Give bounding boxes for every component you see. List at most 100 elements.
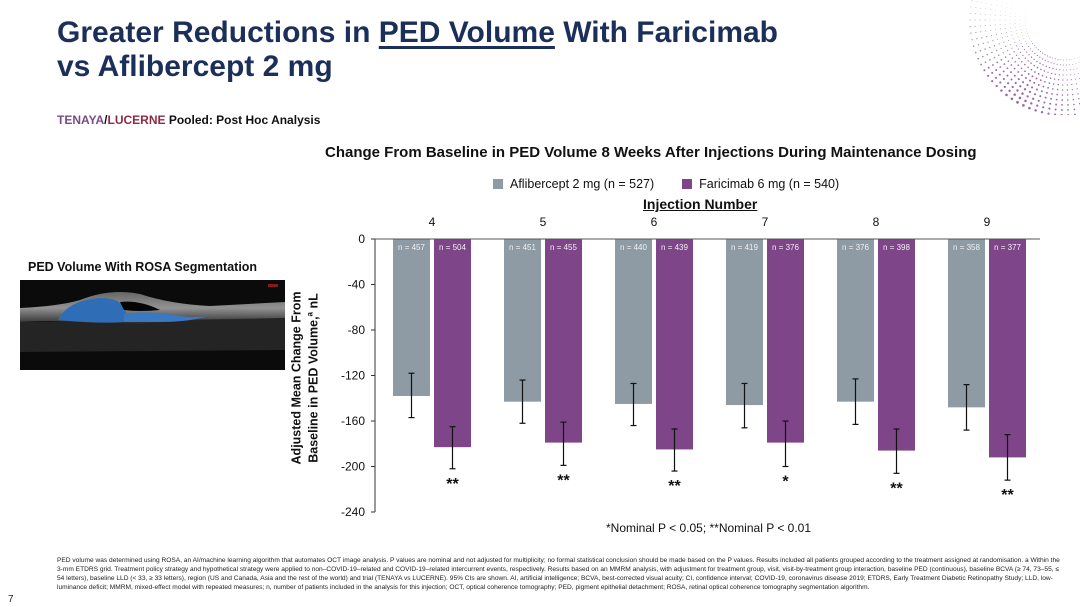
decorative-dot-ring-logo (969, 0, 1080, 115)
decorative-dot (981, 37, 983, 39)
decorative-dot (986, 53, 989, 56)
decorative-dot (1006, 74, 1009, 77)
decorative-dot (1066, 64, 1068, 66)
decorative-dot (1000, 33, 1002, 34)
decorative-dot (1033, 45, 1035, 47)
decorative-dot (1031, 86, 1034, 89)
decorative-dot (1016, 33, 1018, 35)
decorative-dot (1011, 47, 1013, 49)
slide-subtitle: TENAYA/LUCERNE Pooled: Post Hoc Analysis (57, 113, 320, 127)
decorative-dot (1061, 104, 1063, 106)
y-tick-label: -80 (348, 323, 366, 337)
decorative-dot (1030, 56, 1033, 58)
decorative-dot (1020, 43, 1022, 44)
decorative-dot (1009, 23, 1011, 25)
decorative-dot (1074, 78, 1076, 80)
decorative-dot (1030, 40, 1032, 42)
decorative-dot (1028, 46, 1030, 47)
decorative-dot (1030, 102, 1033, 105)
bar-n-label: n = 376 (842, 243, 869, 252)
decorative-dot (1014, 16, 1016, 17)
decorative-dot (1045, 65, 1047, 68)
decorative-dot (1022, 54, 1024, 57)
decorative-dot (1047, 112, 1050, 115)
decorative-dot (1062, 79, 1064, 81)
decorative-dot (1026, 30, 1027, 32)
decorative-dot (1023, 37, 1025, 39)
decorative-dot (1072, 93, 1074, 96)
decorative-dot (1066, 74, 1068, 76)
decorative-dot (1076, 88, 1078, 90)
decorative-dot (1067, 109, 1069, 111)
decorative-dot (1026, 43, 1028, 45)
significance-marker: ** (1001, 487, 1014, 504)
decorative-dot (1041, 58, 1044, 60)
decorative-dot (992, 40, 994, 42)
decorative-dot (1074, 58, 1076, 60)
decorative-dot (1066, 84, 1068, 86)
decorative-dot (1010, 71, 1012, 74)
decorative-dot (1024, 40, 1026, 42)
decorative-dot (1039, 56, 1041, 58)
decorative-dot (1017, 48, 1019, 50)
decorative-dot (989, 46, 991, 49)
decorative-dot (1006, 67, 1009, 70)
bar-faricimab (878, 239, 915, 451)
decorative-dot (1052, 67, 1054, 70)
decorative-dot (974, 51, 977, 54)
decorative-dot (1078, 62, 1080, 64)
decorative-dot (984, 61, 987, 64)
decorative-dot (1008, 39, 1010, 42)
decorative-dot (1016, 89, 1019, 92)
decorative-dot (1027, 60, 1029, 62)
decorative-dot (1015, 54, 1018, 56)
decorative-dot (995, 34, 998, 36)
decorative-dot (1056, 88, 1059, 91)
decorative-dot (998, 43, 1000, 45)
decorative-dot (1072, 63, 1074, 65)
decorative-dot (1004, 15, 1006, 17)
chart-legend: Aflibercept 2 mg (n = 527) Faricimab 6 m… (493, 177, 839, 191)
decorative-dot (1033, 93, 1037, 96)
decorative-dot (995, 49, 998, 52)
decorative-dot (1030, 68, 1033, 71)
decorative-dot (1030, 62, 1032, 65)
title-part-underlined: PED Volume (378, 16, 555, 49)
decorative-dot (1015, 26, 1016, 28)
decorative-dot (1009, 15, 1011, 17)
decorative-dot (1067, 104, 1069, 106)
decorative-dot (974, 25, 976, 27)
bar-faricimab (545, 239, 582, 443)
decorative-dot (986, 3, 988, 4)
decorative-dot (1041, 74, 1044, 77)
decorative-dot (1020, 74, 1023, 77)
decorative-dot (1022, 45, 1024, 48)
decorative-dot (1005, 27, 1007, 29)
decorative-dot (1013, 93, 1016, 96)
x-category-label: 8 (873, 215, 880, 229)
decorative-dot (1019, 19, 1021, 21)
image-title: PED Volume With ROSA Segmentation (28, 260, 258, 274)
decorative-dot (1062, 74, 1064, 76)
decorative-dot (1054, 113, 1057, 115)
decorative-dot (1063, 59, 1065, 61)
decorative-dot (1048, 82, 1051, 84)
decorative-dot (1000, 10, 1001, 12)
decorative-dot (1037, 49, 1039, 51)
decorative-dot (1004, 23, 1006, 25)
x-category-label: 4 (429, 215, 436, 229)
decorative-dot (1066, 94, 1069, 96)
bar-faricimab (656, 239, 693, 450)
legend-item-faricimab: Faricimab 6 mg (n = 540) (682, 177, 839, 191)
decorative-dot (1034, 71, 1036, 73)
subtitle-rest: Pooled: Post Hoc Analysis (165, 113, 321, 127)
decorative-dot (994, 14, 996, 16)
decorative-dot (1056, 63, 1058, 65)
decorative-dot (1067, 113, 1070, 115)
decorative-dot (1047, 71, 1049, 74)
decorative-dot (987, 41, 989, 43)
decorative-dot (991, 35, 993, 37)
decorative-dot (1026, 51, 1028, 53)
decorative-dot (1017, 36, 1019, 38)
decorative-dot (1039, 95, 1042, 98)
